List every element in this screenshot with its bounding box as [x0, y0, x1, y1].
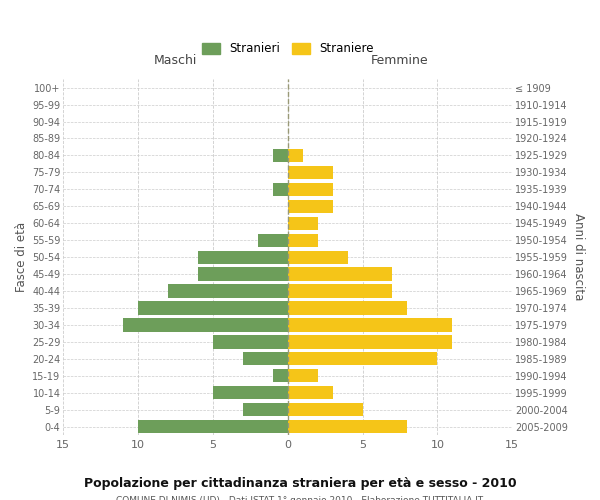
Bar — [288, 336, 452, 348]
Text: Femmine: Femmine — [371, 54, 429, 68]
Bar — [258, 234, 288, 247]
Bar — [288, 182, 332, 196]
Bar — [288, 284, 392, 298]
Bar — [288, 386, 332, 400]
Bar — [213, 386, 288, 400]
Bar — [288, 149, 303, 162]
Bar — [198, 268, 288, 280]
Bar — [288, 420, 407, 434]
Text: Popolazione per cittadinanza straniera per età e sesso - 2010: Popolazione per cittadinanza straniera p… — [83, 477, 517, 490]
Bar — [273, 149, 288, 162]
Bar — [288, 234, 317, 247]
Text: Maschi: Maschi — [154, 54, 197, 68]
Bar — [288, 302, 407, 314]
Bar — [288, 250, 347, 264]
Bar — [243, 352, 288, 366]
Y-axis label: Anni di nascita: Anni di nascita — [572, 214, 585, 301]
Bar — [123, 318, 288, 332]
Bar — [288, 216, 317, 230]
Bar — [288, 166, 332, 179]
Bar — [288, 369, 317, 382]
Bar — [273, 369, 288, 382]
Bar — [288, 268, 392, 280]
Bar — [168, 284, 288, 298]
Legend: Stranieri, Straniere: Stranieri, Straniere — [199, 39, 377, 59]
Bar — [138, 302, 288, 314]
Bar — [288, 352, 437, 366]
Bar — [138, 420, 288, 434]
Bar — [273, 182, 288, 196]
Text: COMUNE DI NIMIS (UD) - Dati ISTAT 1° gennaio 2010 - Elaborazione TUTTITALIA.IT: COMUNE DI NIMIS (UD) - Dati ISTAT 1° gen… — [116, 496, 484, 500]
Bar — [288, 200, 332, 213]
Bar — [213, 336, 288, 348]
Bar — [198, 250, 288, 264]
Bar — [243, 403, 288, 416]
Y-axis label: Fasce di età: Fasce di età — [15, 222, 28, 292]
Bar — [288, 318, 452, 332]
Bar — [288, 403, 362, 416]
